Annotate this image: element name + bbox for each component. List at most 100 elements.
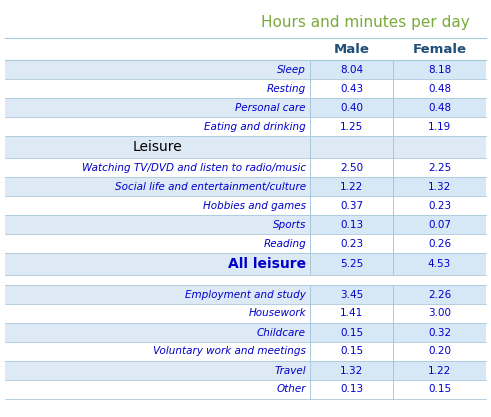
Text: Leisure: Leisure: [133, 140, 182, 154]
Text: 1.25: 1.25: [340, 121, 363, 131]
Bar: [310, 285, 393, 304]
Bar: [393, 253, 486, 275]
Bar: [310, 323, 393, 342]
Bar: [5, 158, 310, 177]
Text: All leisure: All leisure: [228, 257, 306, 271]
Bar: [393, 380, 486, 399]
Text: Hobbies and games: Hobbies and games: [203, 201, 306, 211]
Text: 1.32: 1.32: [340, 365, 363, 375]
Text: 1.19: 1.19: [428, 121, 451, 131]
Bar: [310, 158, 393, 177]
Bar: [5, 304, 310, 323]
Bar: [5, 361, 310, 380]
Bar: [393, 304, 486, 323]
Bar: [310, 361, 393, 380]
Bar: [310, 98, 393, 117]
Text: 0.23: 0.23: [428, 201, 451, 211]
Bar: [393, 158, 486, 177]
Text: Other: Other: [276, 384, 306, 394]
Bar: [5, 215, 310, 234]
Bar: [393, 136, 486, 158]
Text: 1.22: 1.22: [428, 365, 451, 375]
Text: Eating and drinking: Eating and drinking: [204, 121, 306, 131]
Text: 0.13: 0.13: [340, 219, 363, 229]
Text: 0.37: 0.37: [340, 201, 363, 211]
Bar: [5, 342, 310, 361]
Bar: [310, 79, 393, 98]
Bar: [5, 380, 310, 399]
Bar: [310, 215, 393, 234]
Text: 0.07: 0.07: [428, 219, 451, 229]
Bar: [393, 323, 486, 342]
Text: 1.41: 1.41: [340, 309, 363, 319]
Text: Reading: Reading: [263, 239, 306, 249]
Text: 0.40: 0.40: [340, 103, 363, 113]
Text: 0.48: 0.48: [428, 103, 451, 113]
Bar: [5, 38, 310, 60]
Text: 0.26: 0.26: [428, 239, 451, 249]
Text: 0.48: 0.48: [428, 83, 451, 93]
Text: 1.22: 1.22: [340, 181, 363, 191]
Text: Personal care: Personal care: [236, 103, 306, 113]
Text: Social life and entertainment/culture: Social life and entertainment/culture: [115, 181, 306, 191]
Bar: [5, 234, 310, 253]
Bar: [393, 342, 486, 361]
Text: 0.13: 0.13: [340, 384, 363, 394]
Bar: [310, 234, 393, 253]
Text: 0.23: 0.23: [340, 239, 363, 249]
Text: Travel: Travel: [274, 365, 306, 375]
Text: 0.15: 0.15: [428, 384, 451, 394]
Bar: [310, 117, 393, 136]
Bar: [393, 196, 486, 215]
Bar: [310, 196, 393, 215]
Text: Male: Male: [333, 43, 369, 55]
Bar: [393, 361, 486, 380]
Bar: [310, 304, 393, 323]
Text: 8.04: 8.04: [340, 65, 363, 75]
Bar: [5, 136, 310, 158]
Bar: [5, 117, 310, 136]
Bar: [310, 380, 393, 399]
Text: Housework: Housework: [248, 309, 306, 319]
Bar: [393, 98, 486, 117]
Bar: [5, 196, 310, 215]
Text: 0.43: 0.43: [340, 83, 363, 93]
Text: 8.18: 8.18: [428, 65, 451, 75]
Bar: [5, 177, 310, 196]
Text: 4.53: 4.53: [428, 259, 451, 269]
Bar: [310, 60, 393, 79]
Bar: [5, 98, 310, 117]
Bar: [5, 253, 310, 275]
Text: Hours and minutes per day: Hours and minutes per day: [261, 15, 470, 30]
Text: Childcare: Childcare: [257, 327, 306, 337]
Bar: [310, 253, 393, 275]
Text: Female: Female: [412, 43, 466, 55]
Bar: [393, 215, 486, 234]
Bar: [5, 60, 310, 79]
Bar: [310, 136, 393, 158]
Bar: [393, 234, 486, 253]
Text: 0.15: 0.15: [340, 327, 363, 337]
Bar: [310, 275, 393, 285]
Text: Employment and study: Employment and study: [185, 289, 306, 299]
Text: 0.15: 0.15: [340, 347, 363, 357]
Bar: [310, 38, 486, 60]
Bar: [310, 177, 393, 196]
Text: 2.25: 2.25: [428, 163, 451, 173]
Bar: [5, 285, 310, 304]
Text: Voluntary work and meetings: Voluntary work and meetings: [153, 347, 306, 357]
Text: 3.00: 3.00: [428, 309, 451, 319]
Bar: [393, 60, 486, 79]
Bar: [5, 79, 310, 98]
Text: 3.45: 3.45: [340, 289, 363, 299]
Text: Sleep: Sleep: [277, 65, 306, 75]
Bar: [393, 285, 486, 304]
Text: Sports: Sports: [273, 219, 306, 229]
Text: 0.20: 0.20: [428, 347, 451, 357]
Bar: [5, 323, 310, 342]
Bar: [310, 342, 393, 361]
Text: Watching TV/DVD and listen to radio/music: Watching TV/DVD and listen to radio/musi…: [82, 163, 306, 173]
Text: Resting: Resting: [267, 83, 306, 93]
Bar: [393, 177, 486, 196]
Text: 2.50: 2.50: [340, 163, 363, 173]
